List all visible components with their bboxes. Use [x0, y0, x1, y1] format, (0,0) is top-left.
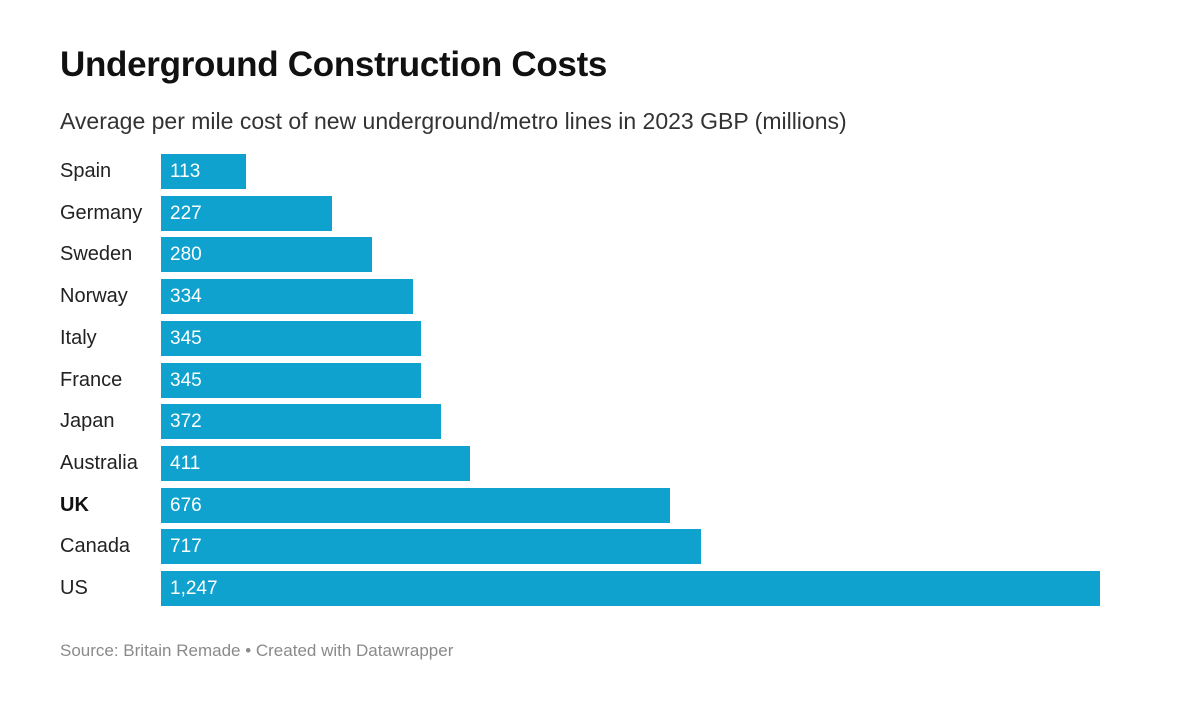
bar-row-uk: UK 676 [60, 487, 1140, 523]
bar [161, 571, 1100, 606]
value-label: 113 [170, 161, 201, 182]
category-label: Canada [60, 535, 131, 558]
category-label: Japan [60, 410, 115, 433]
value-label: 334 [170, 286, 202, 308]
bar-row-germany: Germany 227 [60, 195, 1140, 231]
chart-title: Underground Construction Costs [60, 45, 608, 84]
category-label: Australia [60, 451, 138, 474]
bar-row-norway: Norway 334 [60, 279, 1140, 315]
bar-row-italy: Italy 345 [60, 320, 1140, 356]
value-label: 345 [170, 369, 202, 391]
bar-row-australia: Australia 411 [60, 445, 1140, 481]
bar [161, 445, 471, 481]
bar-row-sweden: Sweden 280 [60, 237, 1140, 273]
source-footer: Source: Britain Remade • Created with Da… [60, 641, 454, 660]
category-label: France [60, 368, 123, 391]
bar [161, 529, 701, 565]
category-label: UK [60, 493, 89, 516]
bar-chart: Spain 113 Germany 227 Sweden 280 Norway 334 Ital… [60, 154, 1140, 609]
bar-row-us: US 1,247 [60, 571, 1140, 606]
bar [161, 154, 247, 189]
category-label: Spain [60, 160, 112, 182]
bar-row-france: France 345 [60, 362, 1140, 398]
bar [161, 279, 413, 315]
bar [161, 195, 332, 231]
chart-subtitle: Average per mile cost of new underground… [60, 108, 847, 134]
value-label: 1,247 [170, 578, 218, 599]
value-label: 372 [170, 411, 202, 433]
bar [161, 362, 421, 398]
category-label: Italy [60, 326, 97, 349]
value-label: 280 [170, 244, 202, 266]
bar-row-japan: Japan 372 [60, 404, 1140, 440]
category-label: US [60, 577, 88, 599]
value-label: 676 [170, 494, 202, 516]
category-label: Sweden [60, 243, 133, 266]
value-label: 717 [170, 536, 202, 558]
bar-row-spain: Spain 113 [60, 154, 1140, 189]
bar [161, 237, 372, 273]
bar-row-canada: Canada 717 [60, 529, 1140, 565]
value-label: 411 [170, 452, 201, 474]
value-label: 345 [170, 327, 202, 349]
category-label: Norway [60, 285, 128, 308]
bar [161, 487, 671, 523]
value-label: 227 [170, 202, 202, 224]
category-label: Germany [60, 201, 143, 224]
bar [161, 320, 421, 356]
bar [161, 404, 442, 440]
